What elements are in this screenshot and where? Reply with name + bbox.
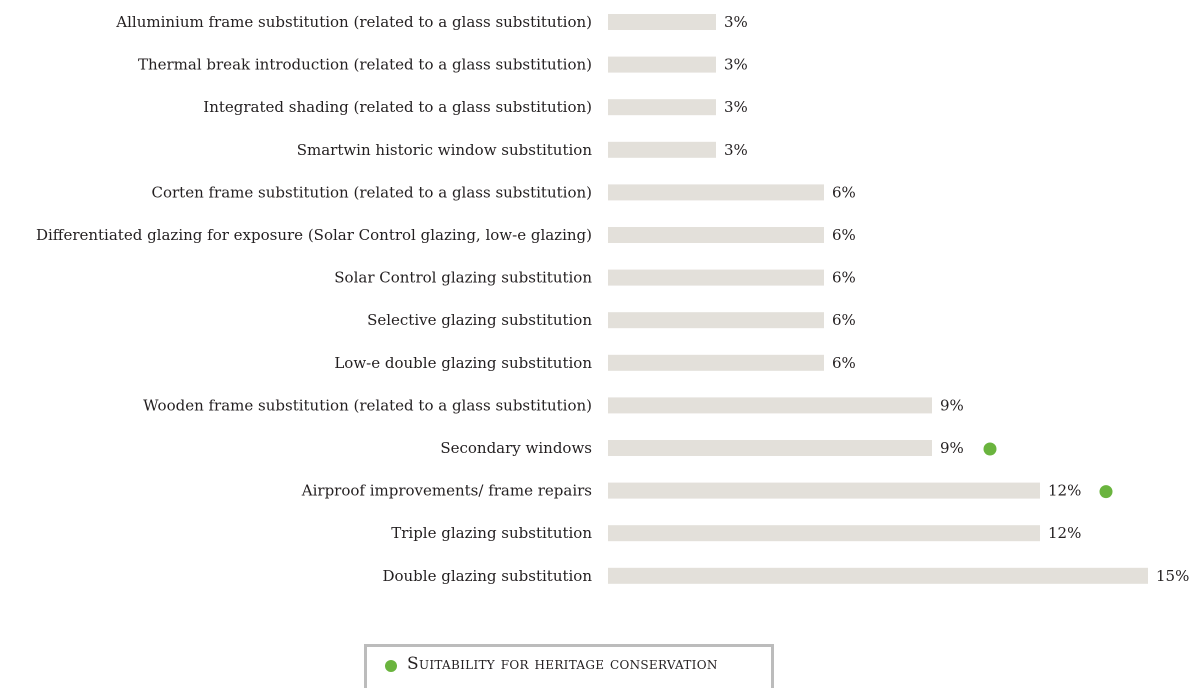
category-label: Double glazing substitution bbox=[382, 567, 592, 585]
bar bbox=[608, 525, 1040, 542]
bar bbox=[608, 56, 716, 73]
bar bbox=[608, 354, 824, 371]
bar bbox=[608, 141, 716, 158]
category-label: Alluminium frame substitution (related t… bbox=[115, 13, 592, 31]
value-label: 6% bbox=[832, 183, 856, 201]
category-label: Wooden frame substitution (related to a … bbox=[143, 396, 592, 414]
value-label: 9% bbox=[940, 439, 964, 457]
value-label: 9% bbox=[940, 396, 964, 414]
bar bbox=[608, 312, 824, 329]
value-label: 12% bbox=[1048, 524, 1081, 542]
value-label: 6% bbox=[832, 226, 856, 244]
heritage-marker-icon bbox=[983, 442, 997, 456]
bar bbox=[608, 440, 932, 456]
value-label: 3% bbox=[724, 13, 748, 31]
category-label: Smartwin historic window substitution bbox=[297, 141, 593, 159]
heritage-marker-icon bbox=[1099, 485, 1113, 499]
bar bbox=[608, 184, 824, 201]
value-label: 3% bbox=[724, 141, 748, 159]
category-label: Thermal break introduction (related to a… bbox=[138, 56, 592, 74]
value-label: 3% bbox=[724, 98, 748, 116]
category-label: Triple glazing substitution bbox=[391, 524, 592, 542]
category-label: Selective glazing substitution bbox=[367, 311, 592, 329]
legend-label: Suitability for heritage conservation bbox=[407, 654, 718, 674]
category-label: Airproof improvements/ frame repairs bbox=[301, 482, 592, 500]
bar bbox=[608, 99, 716, 116]
bar bbox=[608, 567, 1148, 584]
bar bbox=[608, 227, 824, 243]
bar bbox=[608, 14, 716, 30]
category-label: Corten frame substitution (related to a … bbox=[151, 183, 592, 201]
bar bbox=[608, 482, 1040, 499]
category-label: Low-e double glazing substitution bbox=[334, 354, 592, 372]
bar bbox=[608, 269, 824, 286]
category-label: Solar Control glazing substitution bbox=[334, 269, 592, 287]
green-dot-icon bbox=[385, 660, 397, 672]
value-label: 12% bbox=[1048, 482, 1081, 500]
value-label: 6% bbox=[832, 354, 856, 372]
category-label: Differentiated glazing for exposure (Sol… bbox=[36, 226, 592, 244]
value-label: 3% bbox=[724, 56, 748, 74]
bar bbox=[608, 397, 932, 414]
category-label: Secondary windows bbox=[440, 439, 592, 457]
value-label: 6% bbox=[832, 269, 856, 287]
legend: Suitability for heritage conservation bbox=[364, 644, 774, 688]
value-label: 15% bbox=[1156, 567, 1189, 585]
value-label: 6% bbox=[832, 311, 856, 329]
category-label: Integrated shading (related to a glass s… bbox=[203, 98, 592, 116]
